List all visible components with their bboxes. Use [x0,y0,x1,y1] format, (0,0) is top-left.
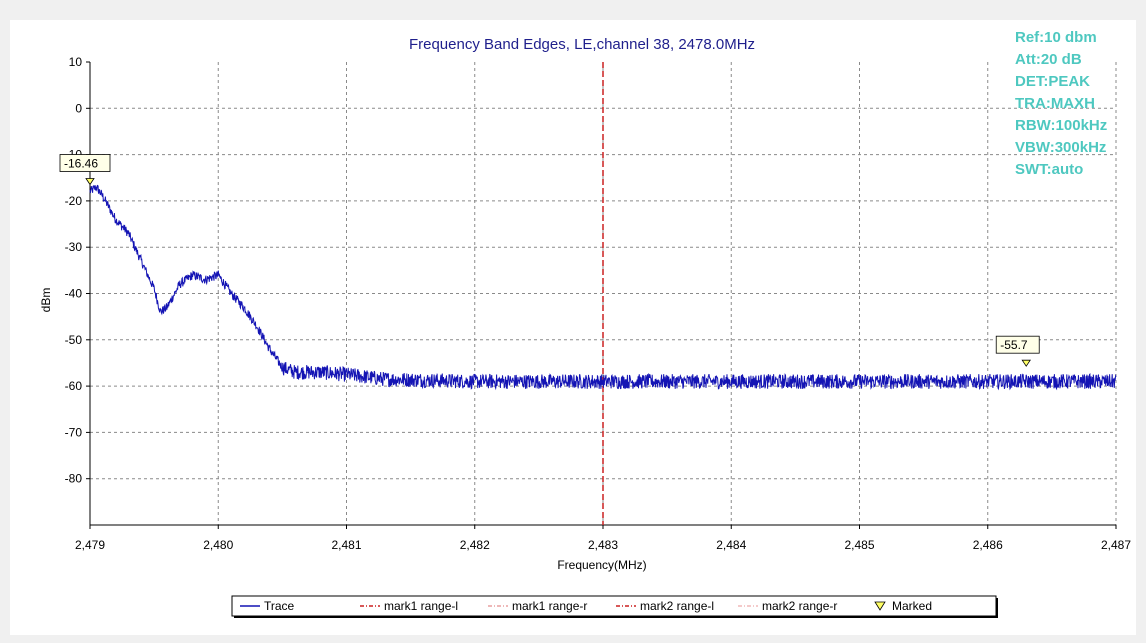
marked-point [85,178,95,186]
chart-title: Frequency Band Edges, LE,channel 38, 247… [409,36,755,53]
x-tick-label: 2,482 [460,538,490,552]
marked-point-label: -16.46 [64,157,98,171]
y-axis-title: dBm [39,288,53,313]
trace-line [89,184,1117,391]
legend-label: Trace [264,599,295,613]
legend-label: mark1 range-r [512,599,587,613]
legend-label: mark1 range-l [384,599,458,613]
analyzer-setting: VBW:300kHz [1015,139,1106,156]
y-tick-label: -70 [65,425,83,439]
x-tick-label: 2,480 [203,538,233,552]
analyzer-setting: SWT:auto [1015,161,1083,178]
trace-series [89,184,1117,391]
analyzer-setting: RBW:100kHz [1015,117,1107,134]
legend-label: Marked [892,599,932,613]
analyzer-setting: DET:PEAK [1015,73,1090,90]
x-tick-label: 2,485 [844,538,874,552]
x-tick-label: 2,481 [331,538,361,552]
y-tick-label: 0 [75,101,82,115]
x-tick-label: 2,483 [588,538,618,552]
legend-swatch-marked [874,601,886,611]
analyzer-setting: Att:20 dB [1015,51,1082,68]
y-tick-label: 10 [69,55,83,69]
marked-point-label-box [995,335,1040,354]
analyzer-setting: TRA:MAXH [1015,95,1095,112]
analyzer-setting: Ref:10 dbm [1015,29,1097,46]
marked-points: -16.46 -55.7 [59,154,1040,367]
marked-point-label: -55.7 [1000,338,1028,352]
y-tick-label: -60 [65,379,83,393]
legend-label: mark2 range-r [762,599,837,613]
chart-background [10,20,1136,635]
legend-box [231,595,997,617]
x-tick-label: 2,479 [75,538,105,552]
y-tick-label: -80 [65,472,83,486]
legend-label: mark2 range-l [640,599,714,613]
y-tick-label: -40 [65,287,83,301]
marked-point-label-box [59,154,111,172]
legend: Trace mark1 range-l mark1 range-r mark2 ran… [231,595,998,618]
marked-point [1021,359,1031,367]
y-tick-label: -30 [65,240,83,254]
y-axis-ticks: 100-10-20-30-40-50-60-70-80 [65,55,90,486]
x-tick-label: 2,486 [973,538,1003,552]
y-tick-label: -20 [65,194,83,208]
x-tick-label: 2,484 [716,538,746,552]
x-axis-title: Frequency(MHz) [557,558,646,572]
y-tick-label: -50 [65,333,83,347]
x-tick-label: 2,487 [1101,538,1131,552]
analyzer-settings: Ref:10 dbm Att:20 dB DET:PEAK TRA:MAXH RBW:1… [1015,29,1107,178]
x-axis-ticks: 2,479 2,480 2,481 2,482 2,483 2,484 2,485 2,486… [75,525,1131,552]
